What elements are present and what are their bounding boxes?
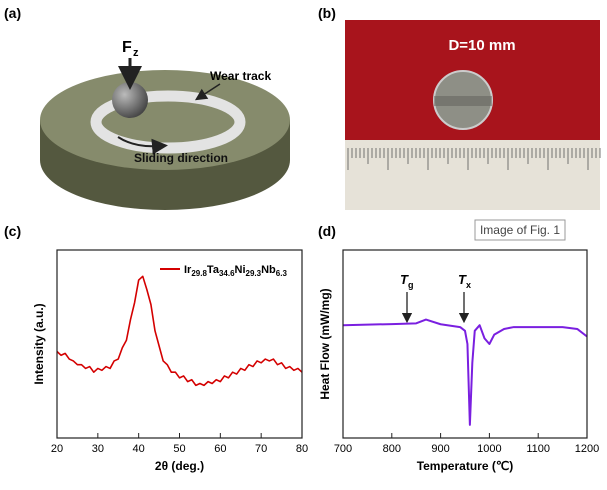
x-tick-label: 40 <box>133 443 145 455</box>
x-tick-label: 50 <box>173 443 185 455</box>
annotation-sub: x <box>466 280 471 290</box>
illustration: F z Wear track Sliding direction <box>40 39 290 210</box>
sliding-label: Sliding direction <box>134 151 228 165</box>
force-subscript: z <box>133 47 139 59</box>
x-tick-label: 1200 <box>575 443 599 455</box>
panel-label: (d) <box>318 223 336 239</box>
y-axis-label: Intensity (a.u.) <box>32 303 46 384</box>
tag: Image of Fig. 1 <box>480 223 560 237</box>
diameter-label: D=10 mm <box>448 37 515 54</box>
tag-box <box>474 219 566 241</box>
x-axis-label: Temperature (℃) <box>417 459 514 473</box>
legend-part: Nb <box>261 264 276 276</box>
data-line <box>56 275 303 387</box>
x-tick-label: 800 <box>383 443 401 455</box>
annotation-sub: g <box>408 280 414 290</box>
panel-label: (a) <box>4 5 21 21</box>
legend-part: 29.3 <box>246 269 262 278</box>
legend-part: Ni <box>235 264 246 276</box>
x-tick-label: 60 <box>214 443 226 455</box>
panel-label: (c) <box>4 223 21 239</box>
legend-part: Ir <box>184 264 192 276</box>
panel-label: (b) <box>318 5 336 21</box>
data-line <box>342 318 588 426</box>
x-tick-label: 20 <box>51 443 63 455</box>
x-tick-label: 80 <box>296 443 308 455</box>
plot-frame <box>342 249 588 439</box>
x-tick-label: 1000 <box>477 443 501 455</box>
plot-frame <box>56 249 303 439</box>
force-label: F <box>122 39 132 56</box>
x-tick-label: 1100 <box>526 443 550 455</box>
x-tick-label: 30 <box>92 443 104 455</box>
legend-part: Ta <box>207 264 220 276</box>
y-axis-label: Heat Flow (mW/mg) <box>318 288 332 399</box>
x-tick-label: 700 <box>334 443 352 455</box>
annotation: T <box>458 272 467 287</box>
legend-part: 29.8 <box>191 269 207 278</box>
legend-part: 34.6 <box>219 269 235 278</box>
wear-track-label: Wear track <box>210 69 271 83</box>
x-tick-label: 900 <box>431 443 449 455</box>
x-axis-label: 2θ (deg.) <box>155 459 204 473</box>
photo: D=10 mm Image of Fig. 1 <box>345 20 601 241</box>
legend-label: Ir29.8Ta34.6Ni29.3Nb6.3 <box>184 264 287 278</box>
x-tick-label: 70 <box>255 443 267 455</box>
legend-part: 6.3 <box>276 269 288 278</box>
annotation: T <box>400 272 409 287</box>
